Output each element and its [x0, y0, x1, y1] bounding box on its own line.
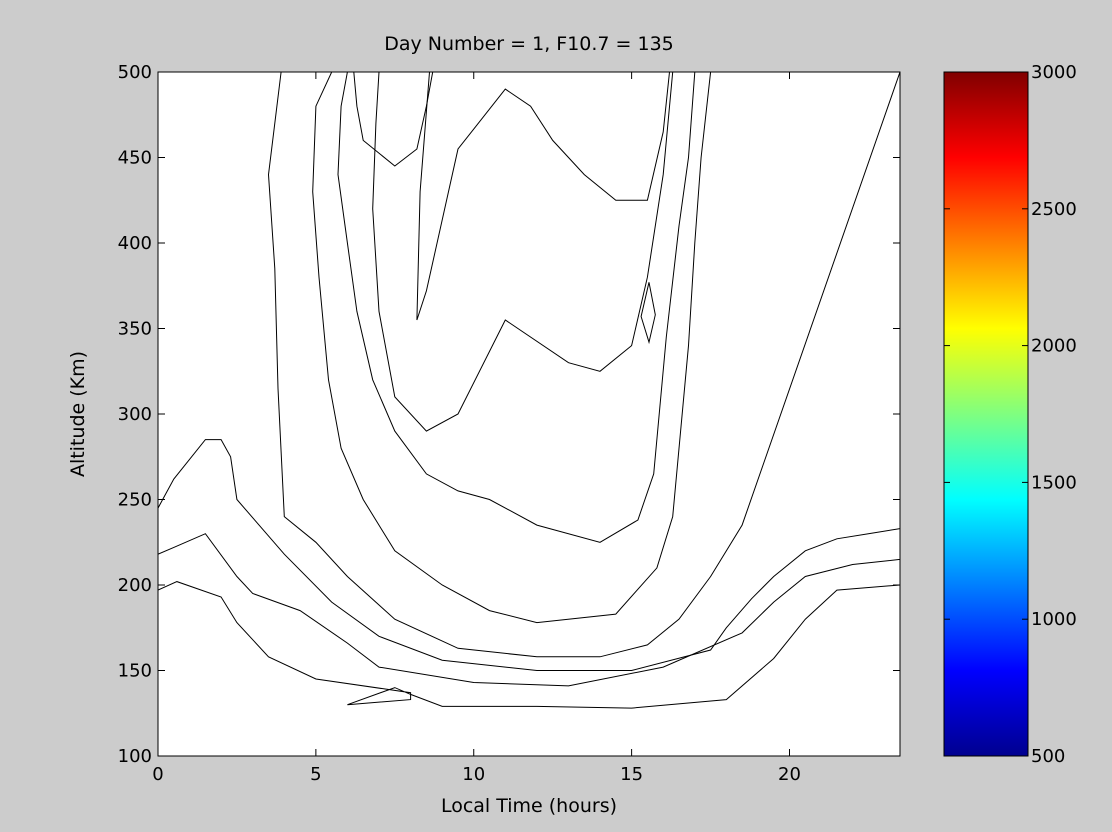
x-axis: 0 5 10 15 20: [152, 72, 801, 785]
y-tick-label-3: 250: [118, 490, 152, 511]
y-tick-label-4: 300: [118, 404, 152, 425]
x-axis-label: Local Time (hours): [441, 795, 617, 817]
colorbar-tick-label-1: 1000: [1031, 609, 1077, 630]
colorbar-tick-label-3: 2000: [1031, 336, 1077, 357]
contour-region-1000-2: [158, 72, 900, 671]
colorbar-tick-label-2: 1500: [1031, 472, 1077, 493]
x-tick-label-0: 0: [152, 764, 163, 785]
x-tick-label-4: 20: [778, 764, 801, 785]
contour-region-500-0: [158, 72, 900, 709]
contour-region-1500-4: [312, 72, 712, 624]
colorbar-axis: 500 1000 1500 2000 2500 3000: [944, 62, 1077, 767]
y-tick-label-2: 200: [118, 575, 152, 596]
contour-region-2000-7: [640, 282, 656, 345]
colorbar-tick-label-5: 3000: [1031, 62, 1077, 83]
contour-region-2000-6: [372, 72, 674, 432]
x-tick-label-1: 5: [310, 764, 321, 785]
contour-region-2250-8: [416, 72, 671, 321]
chart-title: Day Number = 1, F10.7 = 135: [384, 33, 674, 55]
y-axis-label: Altitude (Km): [67, 351, 89, 477]
contour-region-750-1: [158, 72, 900, 687]
contour-layer: [158, 72, 900, 709]
colorbar: [943, 71, 1029, 757]
plot-area: [158, 72, 900, 756]
contour-region-1250-3: [267, 72, 900, 658]
contour-region-2500-9: [353, 72, 434, 167]
colorbar-tick-label-4: 2500: [1031, 199, 1077, 220]
colorbar-tick-label-0: 500: [1031, 746, 1065, 767]
x-tick-label-2: 10: [462, 764, 485, 785]
y-tick-label-6: 400: [118, 233, 152, 254]
x-tick-label-3: 15: [620, 764, 643, 785]
contour-region-1750-5: [337, 72, 696, 543]
y-tick-label-0: 100: [118, 746, 152, 767]
y-tick-label-8: 500: [118, 62, 152, 83]
y-axis: 100 150 200 250 300 350 400 450 500: [118, 62, 900, 767]
y-tick-label-1: 150: [118, 661, 152, 682]
y-tick-label-7: 450: [118, 148, 152, 169]
y-tick-label-5: 350: [118, 319, 152, 340]
